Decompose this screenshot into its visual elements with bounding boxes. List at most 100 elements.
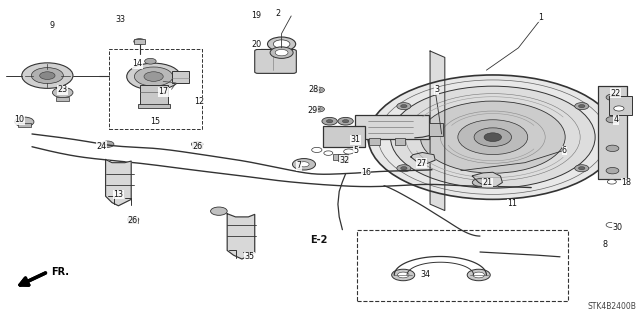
- Bar: [134, 39, 145, 44]
- Bar: [172, 71, 189, 83]
- Text: 27: 27: [416, 159, 426, 168]
- Circle shape: [313, 87, 324, 93]
- Text: 19: 19: [251, 11, 261, 20]
- Circle shape: [270, 47, 293, 58]
- Circle shape: [22, 63, 73, 88]
- Text: 33: 33: [115, 15, 125, 24]
- Text: 26: 26: [192, 142, 202, 151]
- Bar: [598, 86, 627, 179]
- Circle shape: [401, 167, 407, 170]
- Text: 22: 22: [611, 89, 621, 98]
- Text: 30: 30: [612, 223, 623, 232]
- Text: 10: 10: [14, 115, 24, 124]
- Text: 35: 35: [244, 252, 255, 261]
- Text: 15: 15: [150, 117, 161, 126]
- Bar: [355, 115, 429, 139]
- Circle shape: [575, 103, 589, 110]
- Circle shape: [324, 151, 333, 155]
- Bar: [357, 230, 568, 301]
- Circle shape: [606, 167, 619, 174]
- Text: 9: 9: [50, 21, 55, 30]
- Text: 28: 28: [308, 85, 319, 94]
- Polygon shape: [227, 214, 255, 259]
- FancyBboxPatch shape: [255, 49, 296, 73]
- Circle shape: [275, 49, 288, 56]
- Bar: [609, 96, 632, 115]
- Circle shape: [344, 149, 354, 154]
- Circle shape: [338, 117, 353, 125]
- Polygon shape: [430, 51, 445, 211]
- Text: 23: 23: [58, 85, 68, 94]
- Text: 20: 20: [251, 40, 261, 48]
- Text: 12: 12: [195, 97, 205, 106]
- Text: 18: 18: [621, 178, 631, 187]
- Text: 2: 2: [276, 9, 281, 18]
- Bar: [598, 86, 627, 179]
- Text: 16: 16: [361, 168, 371, 177]
- Bar: [109, 49, 202, 129]
- Bar: [128, 219, 138, 223]
- Text: 26: 26: [127, 216, 138, 225]
- Text: 17: 17: [158, 87, 168, 96]
- Bar: [338, 154, 348, 161]
- Circle shape: [607, 180, 616, 184]
- Circle shape: [606, 222, 616, 227]
- Circle shape: [473, 272, 484, 278]
- Circle shape: [134, 67, 173, 86]
- Circle shape: [474, 128, 511, 146]
- Circle shape: [342, 120, 349, 123]
- Bar: [18, 123, 31, 127]
- Text: 34: 34: [420, 270, 431, 279]
- Text: 8: 8: [603, 241, 608, 249]
- Circle shape: [191, 141, 203, 147]
- Circle shape: [472, 179, 488, 186]
- Circle shape: [322, 117, 337, 125]
- Circle shape: [127, 217, 139, 222]
- Text: 24: 24: [96, 142, 106, 151]
- Bar: [56, 97, 69, 101]
- Bar: [140, 85, 168, 105]
- Circle shape: [40, 72, 55, 79]
- Bar: [429, 123, 443, 136]
- Circle shape: [614, 106, 624, 111]
- Bar: [395, 138, 405, 145]
- Circle shape: [420, 101, 565, 173]
- Polygon shape: [411, 152, 435, 163]
- Text: 3: 3: [434, 85, 439, 94]
- Bar: [323, 126, 365, 147]
- Text: 7: 7: [296, 161, 301, 170]
- Circle shape: [299, 162, 309, 167]
- Circle shape: [390, 86, 595, 188]
- Circle shape: [575, 165, 589, 172]
- Circle shape: [31, 68, 63, 84]
- Text: 6: 6: [562, 146, 567, 155]
- Text: 4: 4: [613, 115, 618, 124]
- Circle shape: [144, 72, 163, 81]
- Circle shape: [579, 105, 585, 108]
- Circle shape: [127, 63, 180, 90]
- Text: 21: 21: [483, 178, 493, 187]
- Circle shape: [134, 39, 145, 44]
- Bar: [333, 154, 340, 160]
- Circle shape: [292, 159, 316, 170]
- Circle shape: [326, 120, 333, 123]
- Text: E-2: E-2: [310, 235, 328, 245]
- Text: STK4B2400B: STK4B2400B: [588, 302, 637, 311]
- Text: FR.: FR.: [51, 267, 69, 277]
- Circle shape: [268, 37, 296, 51]
- Circle shape: [101, 141, 114, 147]
- Circle shape: [606, 94, 619, 100]
- Polygon shape: [106, 160, 131, 206]
- Circle shape: [579, 167, 585, 170]
- Circle shape: [458, 120, 528, 155]
- Text: 5: 5: [353, 146, 358, 155]
- Circle shape: [397, 103, 411, 110]
- Circle shape: [145, 58, 156, 64]
- Circle shape: [401, 105, 407, 108]
- Circle shape: [312, 147, 322, 152]
- Circle shape: [397, 165, 411, 172]
- Circle shape: [392, 269, 415, 281]
- Text: 1: 1: [538, 13, 543, 22]
- Circle shape: [606, 116, 619, 123]
- Text: 11: 11: [507, 199, 517, 208]
